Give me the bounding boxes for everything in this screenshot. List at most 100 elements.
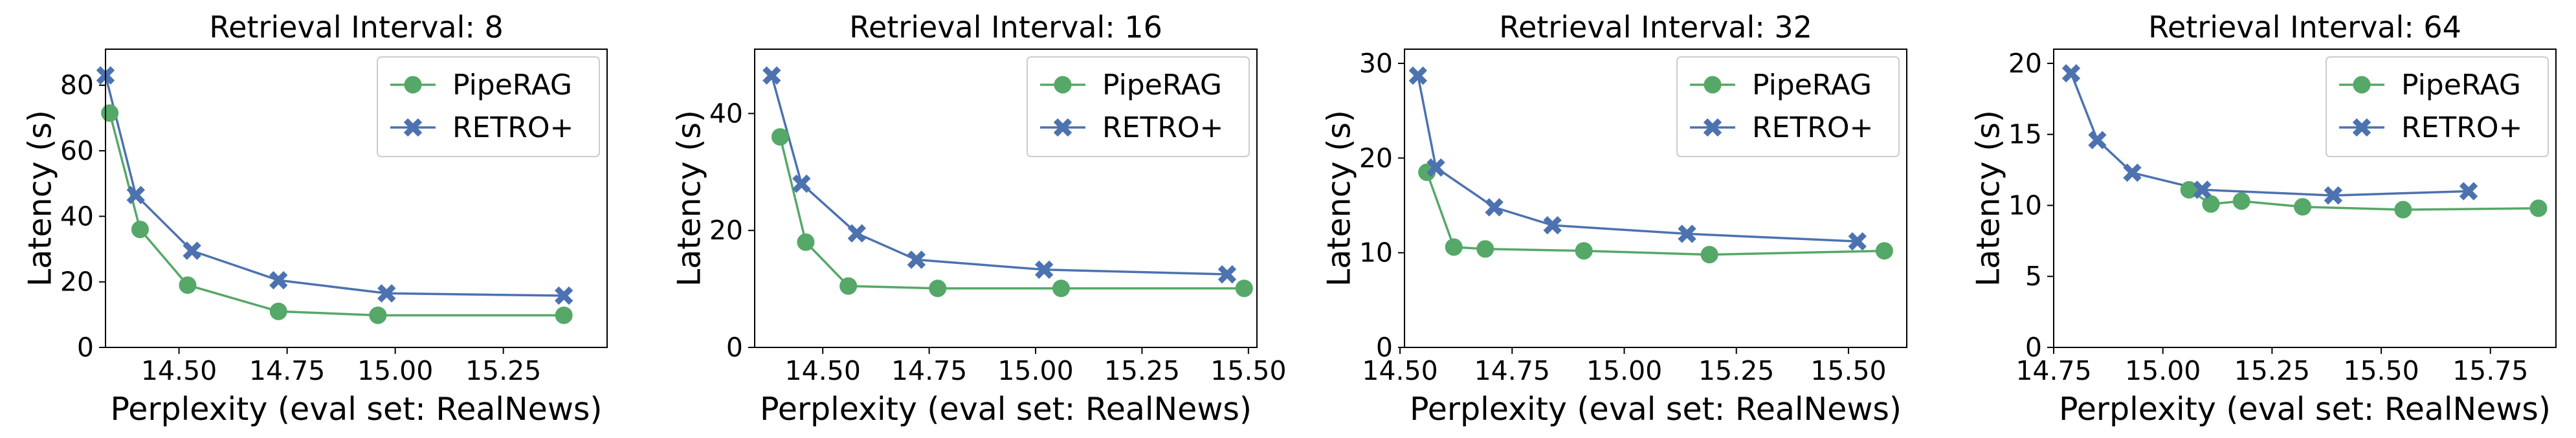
legend-label: PipeRAG <box>452 69 572 102</box>
x-tick-label: 15.75 <box>2452 355 2528 386</box>
legend-box <box>1676 56 1900 157</box>
data-point-retro-6 <box>1217 265 1237 284</box>
x-tick-label: 14.50 <box>141 355 217 386</box>
data-point-piperag-6 <box>1875 242 1893 260</box>
chart-panel-2: Retrieval Interval: 16 14.50 14.75 15.00 15.… <box>671 10 1287 428</box>
data-point-piperag-6 <box>1235 279 1253 298</box>
y-tick-label: 20 <box>2008 48 2042 79</box>
y-tick-label: 0 <box>726 332 743 363</box>
legend: PipeRAG RETRO+ <box>1676 56 1900 157</box>
series-line-piperag <box>109 113 564 317</box>
x-tick-label: 15.00 <box>997 355 1073 386</box>
legend-box <box>2326 56 2549 157</box>
x-tick-label: 15.25 <box>1104 355 1180 386</box>
y-axis-label: Latency (s) <box>1321 110 1358 287</box>
legend-marker <box>2352 118 2371 137</box>
legend-marker <box>2353 76 2371 94</box>
data-point-retro-2 <box>126 186 145 204</box>
y-tick-label: 5 <box>2025 261 2042 292</box>
legend-entry-retro: RETRO+ <box>1040 111 1223 144</box>
legend: PipeRAG RETRO+ <box>1027 56 1250 157</box>
x-tick-label: 15.00 <box>357 355 433 386</box>
axes-frame <box>754 49 1258 348</box>
data-point-piperag-4 <box>929 279 947 298</box>
legend-entry-piperag: PipeRAG <box>1690 69 1872 102</box>
x-tick-label: 15.00 <box>2125 355 2201 386</box>
data-point-piperag-5 <box>1052 279 1070 298</box>
y-tick-label: 40 <box>60 201 94 232</box>
data-point-retro-4 <box>1543 216 1562 235</box>
y-tick-label: 15 <box>2008 119 2042 150</box>
data-point-piperag-1 <box>101 104 119 122</box>
x-tick-label: 14.75 <box>2015 355 2091 386</box>
data-point-retro-3 <box>847 224 867 243</box>
data-point-retro-4 <box>269 270 288 290</box>
x-tick-label: 15.25 <box>2234 355 2310 386</box>
chart-title: Retrieval Interval: 8 <box>209 10 504 45</box>
data-point-piperag-2 <box>2202 195 2220 213</box>
data-point-piperag-4 <box>269 302 287 320</box>
data-point-piperag-1 <box>1418 163 1436 181</box>
x-axis-label: Perplexity (eval set: RealNews) <box>1410 391 1902 428</box>
data-point-piperag-1 <box>2180 181 2198 199</box>
data-point-piperag-2 <box>1445 238 1463 256</box>
y-tick-label: 0 <box>1376 332 1393 363</box>
legend-entry-piperag: PipeRAG <box>390 69 572 102</box>
legend-entry-retro: RETRO+ <box>1690 111 1873 144</box>
legend-box <box>377 56 600 157</box>
data-point-retro-3 <box>2123 163 2142 182</box>
chart-title: Retrieval Interval: 16 <box>849 10 1162 45</box>
x-tick-label: 15.25 <box>465 355 541 386</box>
data-point-piperag-1 <box>771 128 789 146</box>
data-point-piperag-3 <box>2232 192 2250 210</box>
y-tick-label: 20 <box>709 215 743 246</box>
axes-frame <box>2053 49 2557 348</box>
legend-label: RETRO+ <box>1102 111 1223 144</box>
data-point-piperag-3 <box>839 277 858 295</box>
y-tick-label: 10 <box>1359 237 1393 268</box>
legend-label: PipeRAG <box>1102 69 1222 102</box>
y-tick-label: 0 <box>2025 332 2042 363</box>
x-tick-label: 14.75 <box>249 355 325 386</box>
data-point-retro-6 <box>2459 182 2478 201</box>
series-line-piperag <box>1425 171 1885 256</box>
series-line-retro <box>770 75 1228 276</box>
data-point-retro-5 <box>1678 224 1696 243</box>
x-tick-label: 15.50 <box>1210 355 1286 386</box>
legend-marker <box>403 118 423 137</box>
data-point-retro-5 <box>2324 186 2343 205</box>
legend-label: RETRO+ <box>452 111 573 144</box>
legend-marker <box>1053 118 1072 137</box>
data-point-retro-2 <box>792 174 811 193</box>
data-point-retro-2 <box>2088 131 2107 149</box>
y-tick-label: 60 <box>60 135 94 166</box>
legend-marker <box>1054 76 1072 94</box>
data-point-retro-3 <box>1485 198 1504 217</box>
data-point-retro-2 <box>1427 158 1445 177</box>
data-point-retro-1 <box>2061 64 2081 83</box>
data-point-piperag-6 <box>2529 199 2548 217</box>
data-point-piperag-3 <box>1476 240 1494 258</box>
data-point-retro-4 <box>2193 181 2212 199</box>
series-line-piperag <box>779 137 1245 290</box>
y-tick-label: 80 <box>60 70 94 101</box>
y-tick-label: 40 <box>709 98 743 129</box>
legend-marker <box>1704 76 1722 94</box>
data-point-retro-6 <box>555 286 573 305</box>
x-tick-label: 14.50 <box>1362 355 1438 386</box>
legend-label: RETRO+ <box>2401 111 2522 144</box>
data-point-piperag-5 <box>369 306 387 324</box>
axes-frame <box>105 49 608 348</box>
data-point-piperag-3 <box>179 276 197 294</box>
data-point-retro-4 <box>907 250 926 269</box>
series-line-retro <box>2070 72 2469 197</box>
x-tick-label: 15.50 <box>1810 355 1886 386</box>
data-point-piperag-4 <box>1575 242 1593 260</box>
x-tick-label: 14.75 <box>1474 355 1550 386</box>
x-tick-label: 14.75 <box>891 355 967 386</box>
y-tick-label: 0 <box>77 332 94 363</box>
chart-title: Retrieval Interval: 32 <box>1499 10 1812 45</box>
data-point-retro-5 <box>377 284 396 303</box>
legend-label: PipeRAG <box>1752 69 1872 102</box>
